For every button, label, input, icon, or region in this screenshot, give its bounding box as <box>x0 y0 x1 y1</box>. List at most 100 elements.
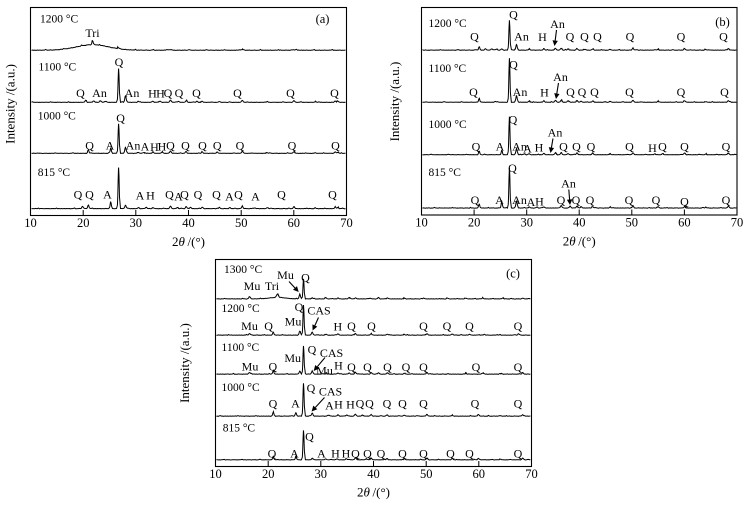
svg-text:Intensity /(a.u.): Intensity /(a.u.) <box>3 64 18 144</box>
svg-text:Q: Q <box>164 86 173 100</box>
svg-text:Q: Q <box>509 8 518 22</box>
svg-text:40: 40 <box>367 467 380 481</box>
svg-text:Q: Q <box>626 30 635 44</box>
svg-text:A: A <box>291 397 300 411</box>
svg-text:Q: Q <box>268 360 277 374</box>
svg-text:An: An <box>548 126 563 140</box>
svg-text:A: A <box>174 190 183 204</box>
svg-text:Q: Q <box>383 397 392 411</box>
svg-text:Q: Q <box>212 188 221 202</box>
svg-text:An: An <box>514 30 529 44</box>
svg-text:50: 50 <box>626 216 639 230</box>
svg-text:An: An <box>553 70 568 84</box>
svg-text:815 °C: 815 °C <box>38 167 71 179</box>
svg-text:30: 30 <box>520 216 533 230</box>
svg-text:Q: Q <box>236 139 245 153</box>
svg-text:H: H <box>535 141 544 155</box>
svg-text:60: 60 <box>678 216 691 230</box>
svg-text:Q: Q <box>363 360 372 374</box>
svg-text:H: H <box>538 30 547 44</box>
svg-text:Intensity /(a.u.): Intensity /(a.u.) <box>387 62 402 142</box>
svg-text:Q: Q <box>419 319 428 333</box>
svg-text:Q: Q <box>469 85 478 99</box>
svg-text:Q: Q <box>398 397 407 411</box>
svg-text:Q: Q <box>572 140 581 154</box>
svg-text:Q: Q <box>557 193 566 207</box>
svg-text:Q: Q <box>652 193 661 207</box>
svg-text:Q: Q <box>305 430 314 444</box>
svg-text:A: A <box>136 189 145 203</box>
svg-text:Q: Q <box>508 161 517 175</box>
svg-text:Q: Q <box>286 86 295 100</box>
svg-text:Q: Q <box>398 447 407 461</box>
svg-text:Q: Q <box>308 343 317 357</box>
svg-text:(c): (c) <box>506 267 520 281</box>
svg-text:Q: Q <box>115 55 124 69</box>
svg-text:Q: Q <box>586 193 595 207</box>
svg-text:A: A <box>496 140 505 154</box>
svg-text:Q: Q <box>383 360 392 374</box>
svg-text:Q: Q <box>470 30 479 44</box>
svg-text:50: 50 <box>420 467 433 481</box>
svg-text:A: A <box>523 142 532 156</box>
svg-text:CAS: CAS <box>307 304 330 318</box>
svg-text:30: 30 <box>315 467 328 481</box>
svg-text:Q: Q <box>175 86 184 100</box>
svg-text:Q: Q <box>514 319 523 333</box>
svg-text:Q: Q <box>472 140 481 154</box>
svg-text:Q: Q <box>722 140 731 154</box>
svg-text:Q: Q <box>264 319 273 333</box>
svg-text:CAS: CAS <box>319 385 342 399</box>
svg-text:H: H <box>540 86 549 100</box>
svg-text:An: An <box>550 17 565 31</box>
svg-text:Q: Q <box>365 397 374 411</box>
svg-text:Q: Q <box>680 195 689 209</box>
svg-text:70: 70 <box>731 216 744 230</box>
svg-text:CAS: CAS <box>320 346 343 360</box>
svg-text:Q: Q <box>213 139 222 153</box>
svg-text:Q: Q <box>677 85 686 99</box>
svg-text:H: H <box>156 87 165 101</box>
svg-text:10: 10 <box>24 216 37 230</box>
svg-text:Q: Q <box>180 188 189 202</box>
svg-text:Tri: Tri <box>265 279 280 293</box>
svg-text:50: 50 <box>235 216 248 230</box>
svg-text:Q: Q <box>330 86 339 100</box>
svg-text:A: A <box>317 447 326 461</box>
svg-text:A: A <box>106 139 115 153</box>
svg-text:Q: Q <box>234 188 243 202</box>
svg-text:(b): (b) <box>715 15 730 29</box>
svg-text:Q: Q <box>194 188 203 202</box>
svg-text:A: A <box>251 190 260 204</box>
svg-text:Q: Q <box>514 447 523 461</box>
svg-text:40: 40 <box>182 216 195 230</box>
svg-text:2θ /(°): 2θ /(°) <box>563 234 596 249</box>
svg-text:H: H <box>346 398 355 412</box>
svg-text:Q: Q <box>328 188 337 202</box>
svg-text:An: An <box>512 140 527 154</box>
svg-text:Q: Q <box>277 188 286 202</box>
svg-text:Mu: Mu <box>277 268 294 282</box>
svg-text:An: An <box>92 86 107 100</box>
svg-text:Q: Q <box>301 271 310 285</box>
svg-text:Q: Q <box>578 85 587 99</box>
svg-text:60: 60 <box>473 467 486 481</box>
svg-text:Q: Q <box>198 139 207 153</box>
svg-text:Q: Q <box>419 360 428 374</box>
svg-text:Q: Q <box>367 319 376 333</box>
svg-text:2θ /(°): 2θ /(°) <box>172 234 205 249</box>
svg-text:20: 20 <box>262 467 275 481</box>
svg-text:10: 10 <box>209 467 222 481</box>
svg-text:Q: Q <box>419 447 428 461</box>
svg-text:Q: Q <box>288 139 297 153</box>
svg-text:H: H <box>158 140 167 154</box>
svg-text:A: A <box>495 193 504 207</box>
svg-text:1000 °C: 1000 °C <box>38 111 76 123</box>
svg-text:70: 70 <box>340 216 353 230</box>
svg-text:Mu: Mu <box>241 319 258 333</box>
svg-text:70: 70 <box>525 467 538 481</box>
svg-text:Q: Q <box>465 447 474 461</box>
svg-text:H: H <box>148 87 157 101</box>
svg-text:1000 °C: 1000 °C <box>222 382 260 394</box>
svg-text:Q: Q <box>192 86 201 100</box>
